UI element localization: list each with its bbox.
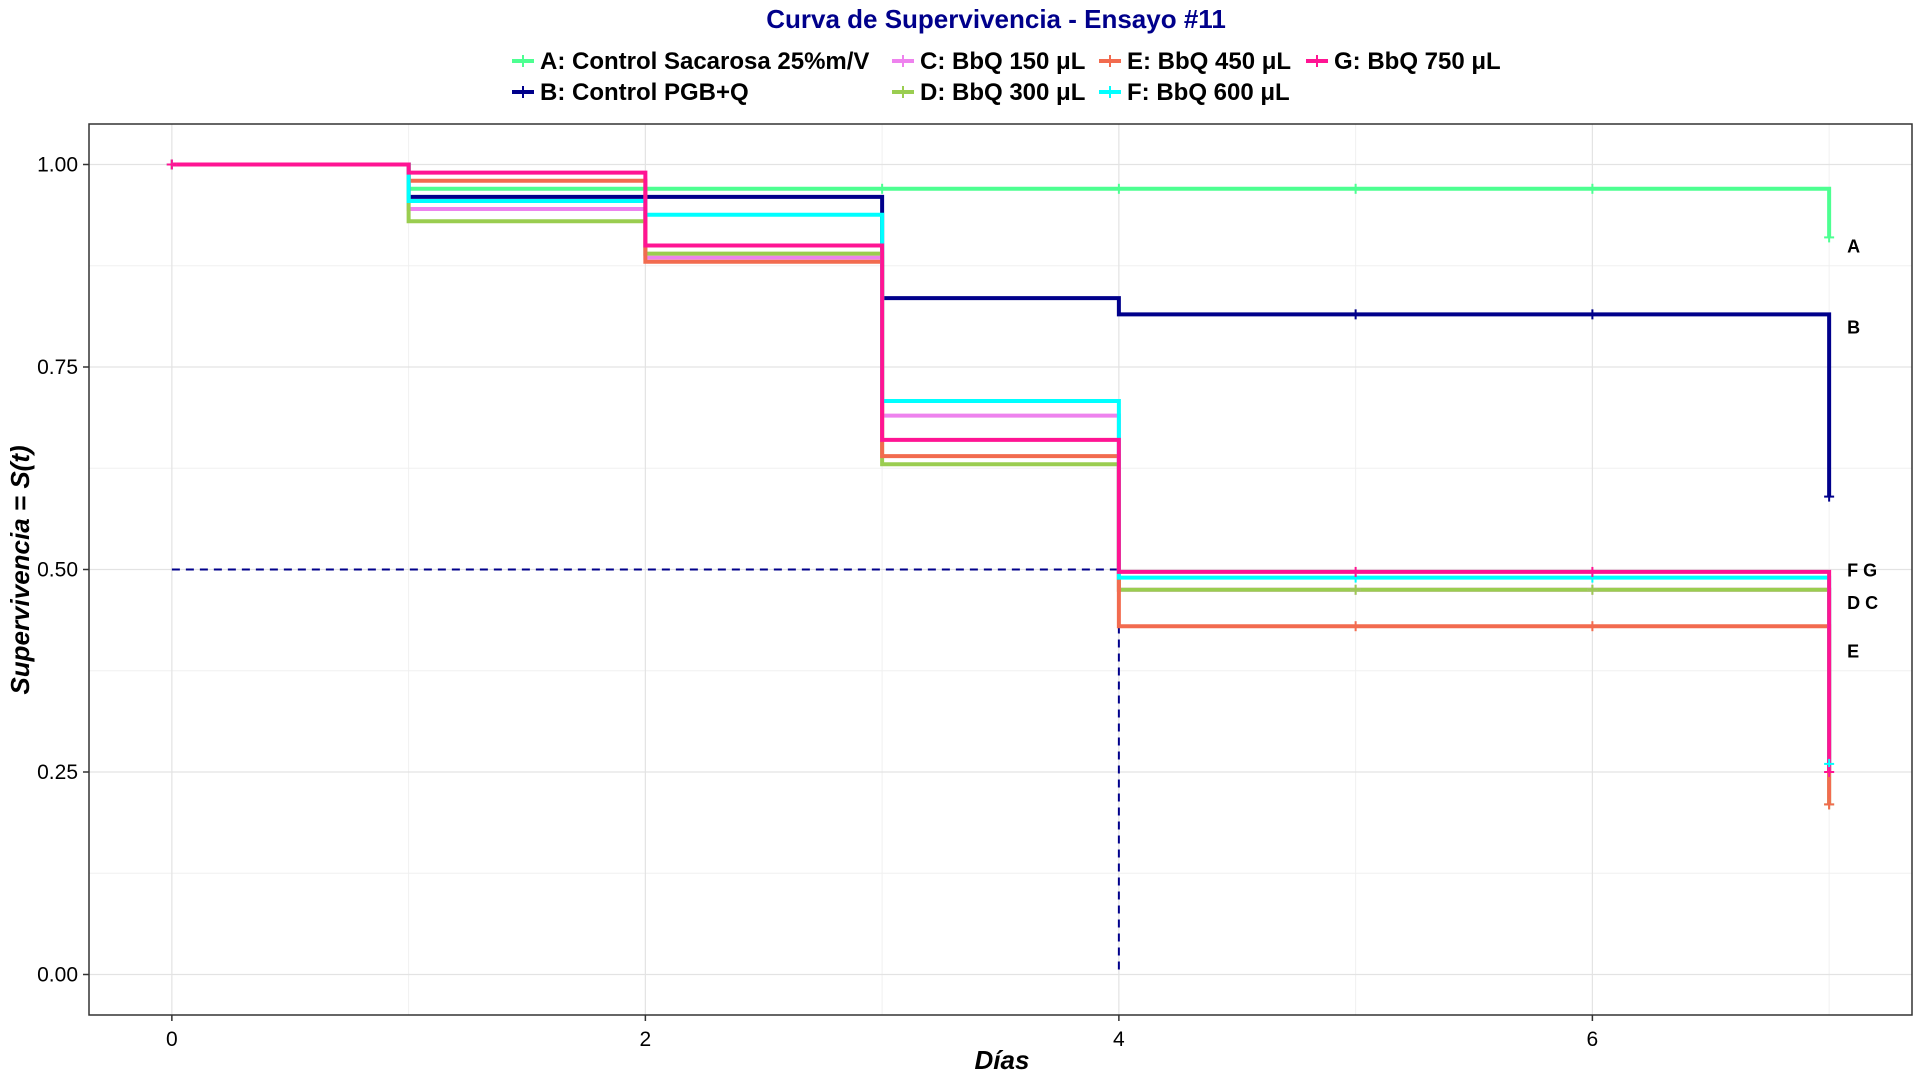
end-label: D C: [1847, 593, 1878, 613]
legend-item-d: D: BbQ 300 μL: [892, 79, 1085, 106]
legend-item-b: B: Control PGB+Q: [512, 79, 749, 106]
y-tick-label: 0.50: [37, 559, 78, 582]
median-reference-lines: [171, 568, 1120, 975]
y-tick-label: 1.00: [37, 154, 78, 177]
legend-label: G: BbQ 750 μL: [1334, 48, 1501, 75]
legend-label: C: BbQ 150 μL: [920, 48, 1085, 75]
legend-item-e: E: BbQ 450 μL: [1099, 48, 1291, 75]
legend-label: B: Control PGB+Q: [540, 79, 749, 106]
x-tick-label: 6: [1587, 1028, 1599, 1051]
y-tick-label: 0.75: [37, 356, 78, 379]
y-tick-label: 0.00: [37, 964, 78, 987]
end-labels: A B F G D C E: [1847, 237, 1878, 662]
censor-marks: [166, 159, 1835, 810]
x-tick-label: 2: [640, 1028, 652, 1051]
y-axis-title: Supervivencia = S(t): [5, 445, 35, 694]
grid: [89, 124, 1912, 1015]
legend: A: Control Sacarosa 25%m/V B: Control PGB…: [512, 48, 1501, 106]
chart-title: Curva de Supervivencia - Ensayo #11: [766, 4, 1226, 34]
legend-item-f: F: BbQ 600 μL: [1099, 79, 1290, 106]
end-label: F G: [1847, 561, 1877, 581]
legend-item-a: A: Control Sacarosa 25%m/V: [512, 48, 869, 75]
axes: 0 2 4 6 0.00 0.25 0.50 0.75 1.00: [37, 154, 1598, 1052]
legend-label: F: BbQ 600 μL: [1127, 79, 1290, 106]
end-label: B: [1847, 318, 1860, 338]
legend-label: E: BbQ 450 μL: [1127, 48, 1291, 75]
legend-item-c: C: BbQ 150 μL: [892, 48, 1085, 75]
y-tick-label: 0.25: [37, 761, 78, 784]
x-tick-label: 0: [166, 1028, 178, 1051]
x-tick-label: 4: [1113, 1028, 1125, 1051]
legend-item-g: G: BbQ 750 μL: [1306, 48, 1501, 75]
legend-label: D: BbQ 300 μL: [920, 79, 1085, 106]
legend-label: A: Control Sacarosa 25%m/V: [540, 48, 869, 75]
end-label: E: [1847, 642, 1859, 662]
x-axis-title: Días: [975, 1045, 1030, 1075]
end-label: A: [1847, 237, 1860, 257]
